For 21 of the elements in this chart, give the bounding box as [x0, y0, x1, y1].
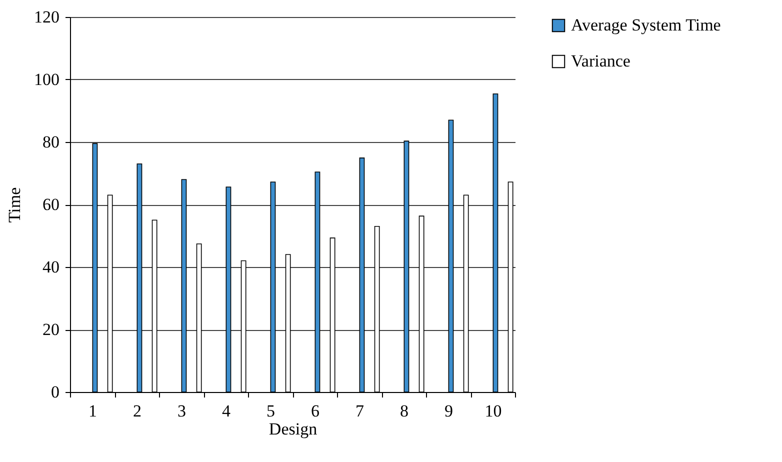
legend-label: Variance [571, 52, 630, 70]
x-tick-label: 5 [266, 402, 275, 420]
x-tick-label: 9 [444, 402, 453, 420]
x-tick-label: 3 [178, 402, 186, 420]
y-tick-label: 60 [42, 195, 60, 214]
x-tick-label: 7 [356, 402, 364, 420]
x-tick-label: 2 [133, 402, 142, 420]
x-tick-label: 8 [400, 402, 408, 420]
y-tick-label: 40 [42, 258, 60, 276]
y-tick-label: 120 [34, 8, 60, 26]
y-tick-label: 0 [51, 382, 60, 402]
x-tick-label: 10 [484, 402, 502, 420]
x-axis-title: Design [268, 420, 318, 438]
y-axis-title: Time [5, 187, 24, 223]
x-tick-label: 1 [88, 402, 97, 420]
y-tick-label: 20 [42, 320, 60, 339]
x-tick-label: 6 [311, 402, 320, 420]
x-tick-label: 4 [222, 402, 231, 420]
legend-label: Average System Time [571, 16, 721, 34]
y-tick-label: 100 [34, 70, 60, 89]
y-tick-label: 80 [42, 132, 60, 152]
